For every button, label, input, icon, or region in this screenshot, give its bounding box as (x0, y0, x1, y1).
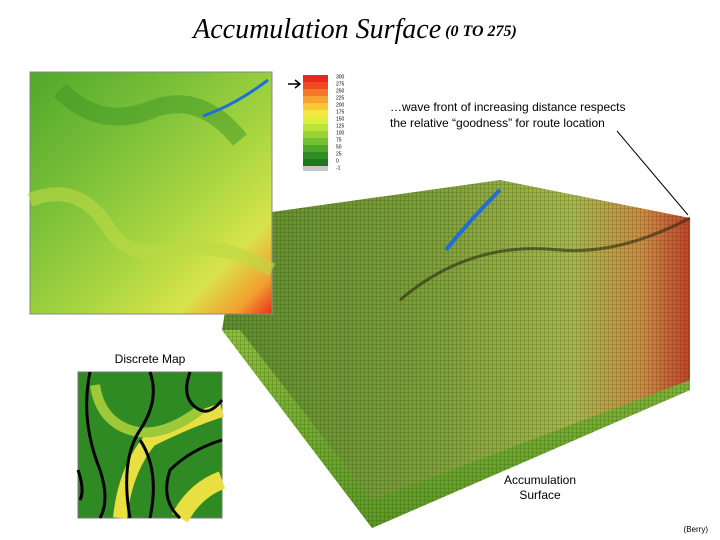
legend-label: 175 (336, 109, 345, 115)
title-line: Accumulation Surface (0 TO 275) (191, 14, 517, 45)
color-legend (288, 75, 328, 171)
accumulation-map (27, 71, 276, 315)
annotation: the relative “goodness” for route locati… (390, 116, 605, 130)
legend-label: 150 (336, 116, 345, 122)
legend-label: 0 (336, 158, 339, 164)
annotation-leader (616, 130, 689, 216)
legend-label: 225 (336, 95, 345, 101)
surface-label: Accumulation (504, 473, 576, 487)
subtitle: (0 TO 275) (445, 23, 517, 40)
legend-label: 275 (336, 81, 345, 87)
credit: (Berry) (684, 525, 709, 534)
title: Accumulation Surface (191, 14, 441, 45)
legend-label: 75 (336, 137, 342, 143)
legend-label: -1 (336, 165, 341, 171)
surface-label: Surface (519, 488, 561, 502)
legend-label: 125 (336, 123, 345, 129)
legend-label: 25 (336, 151, 342, 157)
surface-3d (222, 180, 691, 528)
legend-label: 50 (336, 144, 342, 150)
discrete-map (76, 371, 226, 523)
legend-label: 200 (336, 102, 345, 108)
legend-label: 250 (336, 88, 345, 94)
legend-label: 300 (336, 74, 345, 80)
discrete-map-label: Discrete Map (115, 352, 186, 366)
legend-label: 100 (336, 130, 345, 136)
annotation: …wave front of increasing distance respe… (390, 100, 625, 114)
